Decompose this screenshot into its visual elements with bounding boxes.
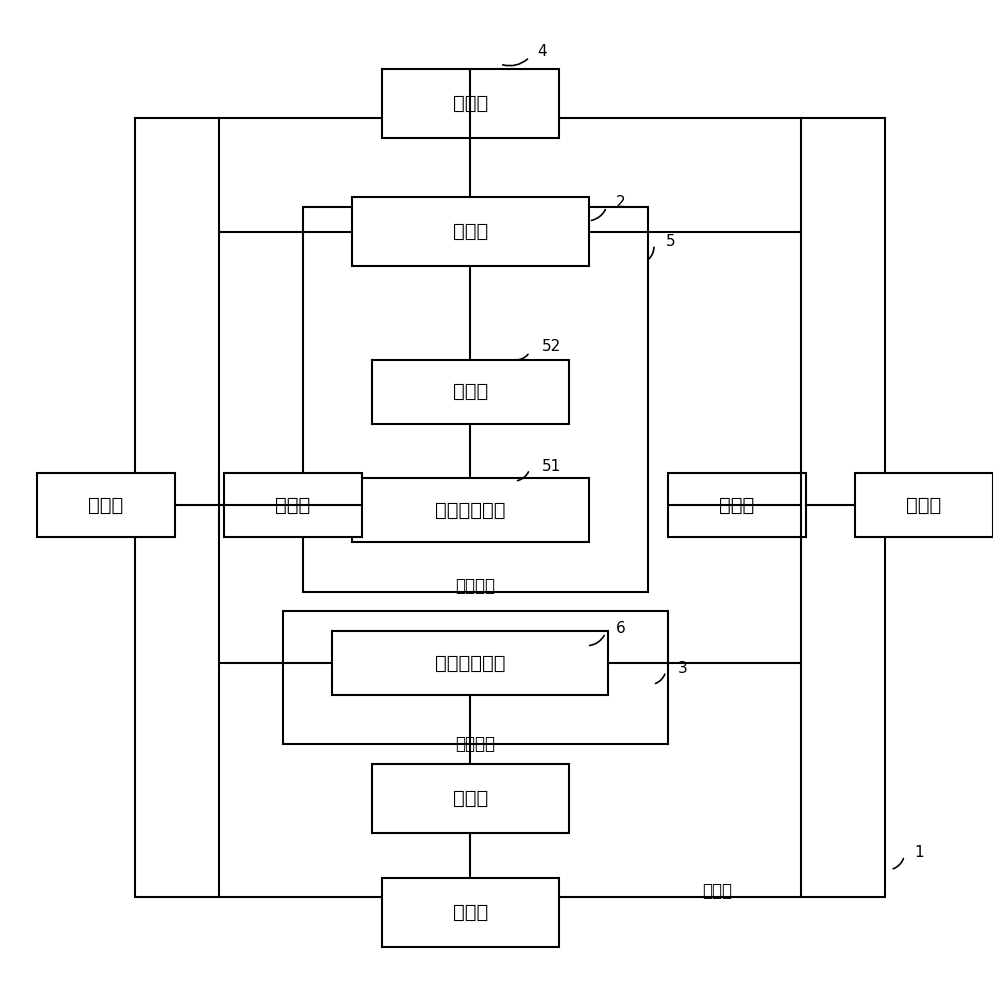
Text: 计时器: 计时器 <box>453 383 488 401</box>
FancyBboxPatch shape <box>303 207 648 592</box>
Text: 51: 51 <box>541 458 561 474</box>
FancyBboxPatch shape <box>372 360 569 424</box>
FancyBboxPatch shape <box>382 878 559 947</box>
Text: 充电枪: 充电枪 <box>453 94 488 113</box>
Text: 3: 3 <box>677 661 687 676</box>
FancyBboxPatch shape <box>37 473 175 537</box>
FancyBboxPatch shape <box>352 197 589 266</box>
Text: 充电枪: 充电枪 <box>906 496 942 515</box>
FancyBboxPatch shape <box>668 473 806 537</box>
FancyBboxPatch shape <box>332 631 608 695</box>
Text: 接触器: 接触器 <box>719 496 754 515</box>
FancyBboxPatch shape <box>283 611 668 744</box>
FancyBboxPatch shape <box>372 764 569 833</box>
Text: 接触器: 接触器 <box>453 789 488 809</box>
Text: 52: 52 <box>541 338 561 354</box>
Text: 充电枪: 充电枪 <box>453 902 488 922</box>
Text: 6: 6 <box>616 620 626 636</box>
Text: 电流检测装置: 电流检测装置 <box>435 654 506 672</box>
Text: 接触器: 接触器 <box>275 496 311 515</box>
FancyBboxPatch shape <box>224 473 362 537</box>
FancyBboxPatch shape <box>352 478 589 542</box>
Text: 接触器: 接触器 <box>453 222 488 242</box>
FancyBboxPatch shape <box>855 473 993 537</box>
Text: 主控制器: 主控制器 <box>455 577 495 595</box>
Text: 5: 5 <box>666 234 675 249</box>
Text: 2: 2 <box>616 194 626 210</box>
Text: 充电桩: 充电桩 <box>702 882 732 900</box>
Text: 1: 1 <box>914 845 924 861</box>
Text: 充电枪: 充电枪 <box>88 496 123 515</box>
Text: 计量装置: 计量装置 <box>455 735 495 752</box>
FancyBboxPatch shape <box>135 118 885 897</box>
Text: 4: 4 <box>537 43 547 59</box>
Text: 数据处理单元: 数据处理单元 <box>435 501 506 520</box>
FancyBboxPatch shape <box>382 69 559 138</box>
